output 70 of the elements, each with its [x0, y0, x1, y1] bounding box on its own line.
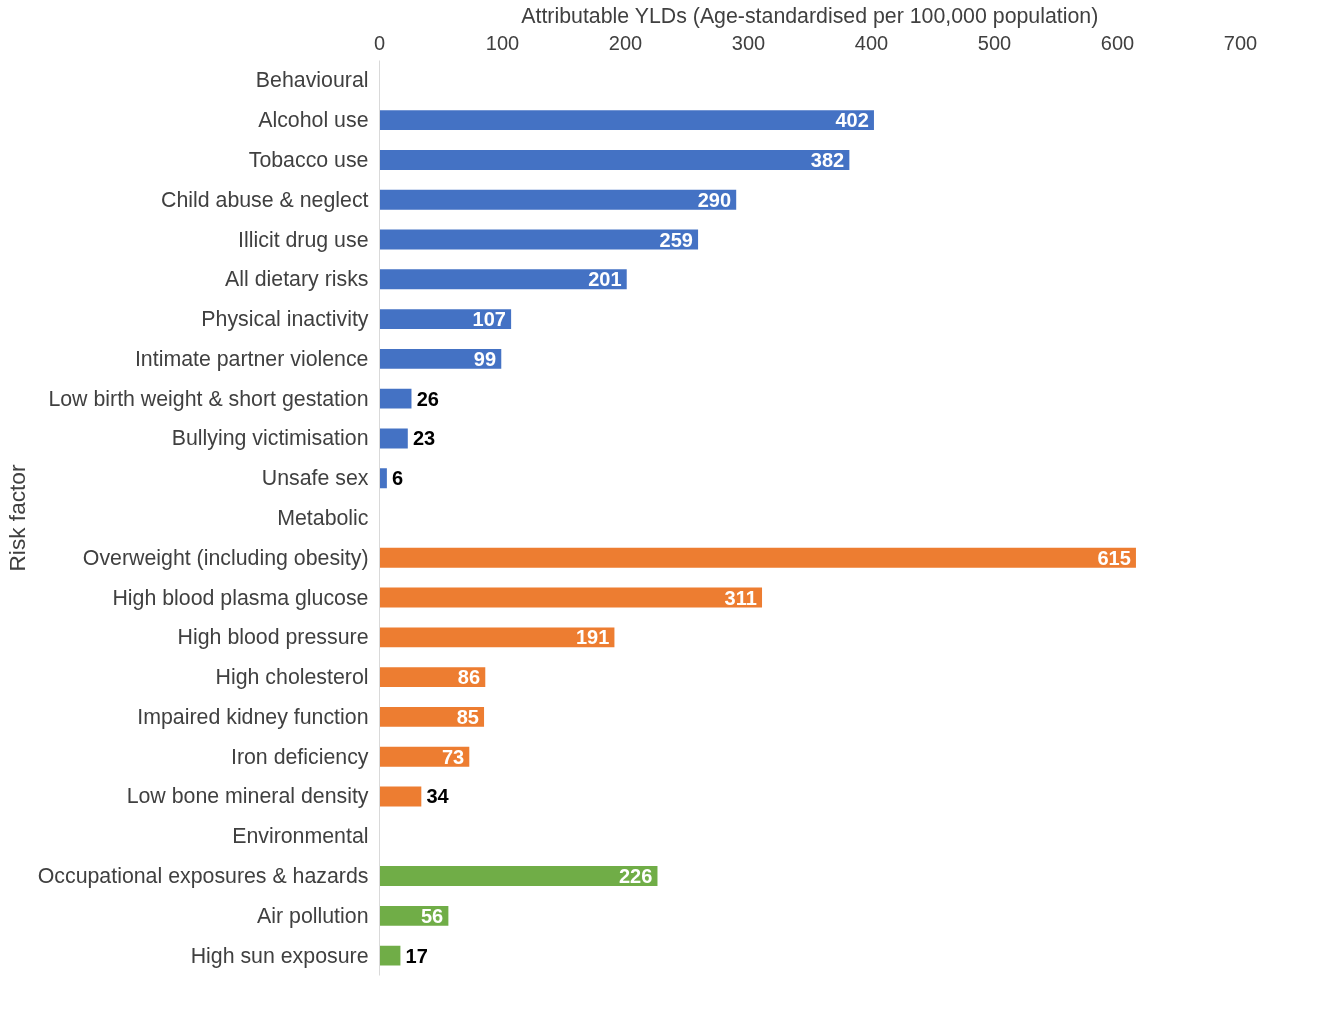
y-tick-label: High blood plasma glucose [112, 585, 369, 610]
data-label: 402 [835, 109, 869, 132]
y-tick-label: Illicit drug use [238, 227, 369, 252]
data-label: 85 [456, 705, 479, 728]
bar [379, 388, 412, 409]
bar [379, 189, 737, 210]
bar [379, 110, 874, 131]
bar [379, 348, 502, 369]
y-tick-label: High blood pressure [177, 625, 369, 650]
y-tick-label: Tobacco use [248, 147, 369, 172]
data-label: 107 [472, 308, 506, 331]
y-tick-label: Overweight (including obesity) [82, 545, 369, 570]
bar [379, 229, 699, 250]
data-label: 99 [473, 347, 497, 370]
y-tick-label: Metabolic [277, 506, 369, 530]
bar [379, 746, 470, 767]
y-tick-label: Child abuse & neglect [161, 187, 369, 212]
bar [379, 786, 422, 807]
bar [379, 269, 627, 290]
y-tick-label: Iron deficiency [230, 744, 369, 769]
y-tick-label: All dietary risks [225, 267, 369, 292]
bar [379, 547, 1136, 568]
data-label: 26 [416, 387, 439, 410]
data-label: 615 [1097, 546, 1131, 569]
y-tick-label: Bullying victimisation [171, 426, 369, 451]
data-label: 56 [420, 904, 444, 927]
bar [379, 945, 401, 966]
data-label: 226 [618, 865, 653, 888]
x-axis-title: Attributable YLDs (Age-standardised per 100,000 population) [521, 3, 1099, 28]
y-tick-label: Air pollution [257, 903, 369, 928]
y-tick-label: High cholesterol [215, 665, 369, 690]
x-tick-label: 400 [854, 31, 889, 54]
y-tick-label: High sun exposure [190, 943, 369, 968]
data-label: 17 [405, 944, 428, 967]
data-label: 311 [724, 586, 757, 609]
x-tick-label: 600 [1100, 31, 1135, 54]
data-label: 23 [412, 427, 436, 450]
x-tick-label: 0 [373, 31, 386, 54]
data-label: 191 [575, 626, 610, 649]
bar [379, 428, 408, 449]
y-tick-label: Behavioural [255, 68, 369, 93]
x-tick-label: 300 [731, 31, 766, 54]
y-axis-title: Risk factor [3, 464, 30, 572]
data-label: 290 [697, 188, 732, 211]
y-tick-label: Occupational exposures & hazards [37, 864, 369, 889]
x-tick-label: 100 [485, 31, 520, 54]
y-tick-label: Low bone mineral density [126, 784, 369, 809]
y-tick-label: Environmental [232, 824, 369, 849]
y-tick-label: Alcohol use [258, 108, 369, 133]
y-tick-label: Unsafe sex [261, 466, 369, 491]
y-tick-label: Physical inactivity [201, 307, 369, 332]
data-label: 259 [659, 228, 693, 251]
bar [379, 587, 763, 608]
data-label: 34 [426, 785, 450, 808]
bar [379, 866, 658, 886]
bar [379, 150, 850, 170]
bar [379, 627, 615, 648]
y-tick-label: Low birth weight & short gestation [48, 386, 369, 411]
data-label: 86 [457, 666, 481, 689]
bar [379, 309, 512, 330]
data-label: 6 [392, 467, 404, 490]
y-tick-label: Impaired kidney function [137, 704, 369, 729]
data-label: 382 [810, 148, 845, 171]
data-label: 73 [441, 745, 465, 768]
x-tick-label: 500 [977, 31, 1012, 54]
data-label: 201 [588, 268, 622, 291]
x-tick-label: 200 [608, 31, 643, 54]
x-tick-label: 700 [1223, 31, 1258, 54]
y-tick-label: Intimate partner violence [134, 346, 369, 371]
bar [379, 468, 387, 489]
